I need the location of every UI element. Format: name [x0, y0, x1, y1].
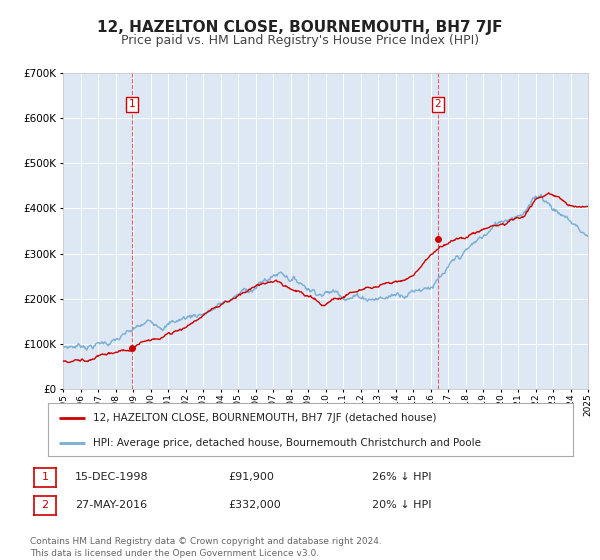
- Text: £332,000: £332,000: [228, 500, 281, 510]
- Text: 2: 2: [41, 500, 49, 510]
- Text: 12, HAZELTON CLOSE, BOURNEMOUTH, BH7 7JF (detached house): 12, HAZELTON CLOSE, BOURNEMOUTH, BH7 7JF…: [92, 413, 436, 423]
- Text: 26% ↓ HPI: 26% ↓ HPI: [372, 472, 431, 482]
- Text: 1: 1: [41, 472, 49, 482]
- Text: 12, HAZELTON CLOSE, BOURNEMOUTH, BH7 7JF: 12, HAZELTON CLOSE, BOURNEMOUTH, BH7 7JF: [97, 20, 503, 35]
- Text: HPI: Average price, detached house, Bournemouth Christchurch and Poole: HPI: Average price, detached house, Bour…: [92, 438, 481, 448]
- Text: Price paid vs. HM Land Registry's House Price Index (HPI): Price paid vs. HM Land Registry's House …: [121, 34, 479, 46]
- Text: Contains HM Land Registry data © Crown copyright and database right 2024.
This d: Contains HM Land Registry data © Crown c…: [30, 537, 382, 558]
- Text: 15-DEC-1998: 15-DEC-1998: [75, 472, 149, 482]
- Text: 2: 2: [434, 100, 441, 109]
- Text: £91,900: £91,900: [228, 472, 274, 482]
- Text: 20% ↓ HPI: 20% ↓ HPI: [372, 500, 431, 510]
- Text: 27-MAY-2016: 27-MAY-2016: [75, 500, 147, 510]
- Text: 1: 1: [129, 100, 136, 109]
